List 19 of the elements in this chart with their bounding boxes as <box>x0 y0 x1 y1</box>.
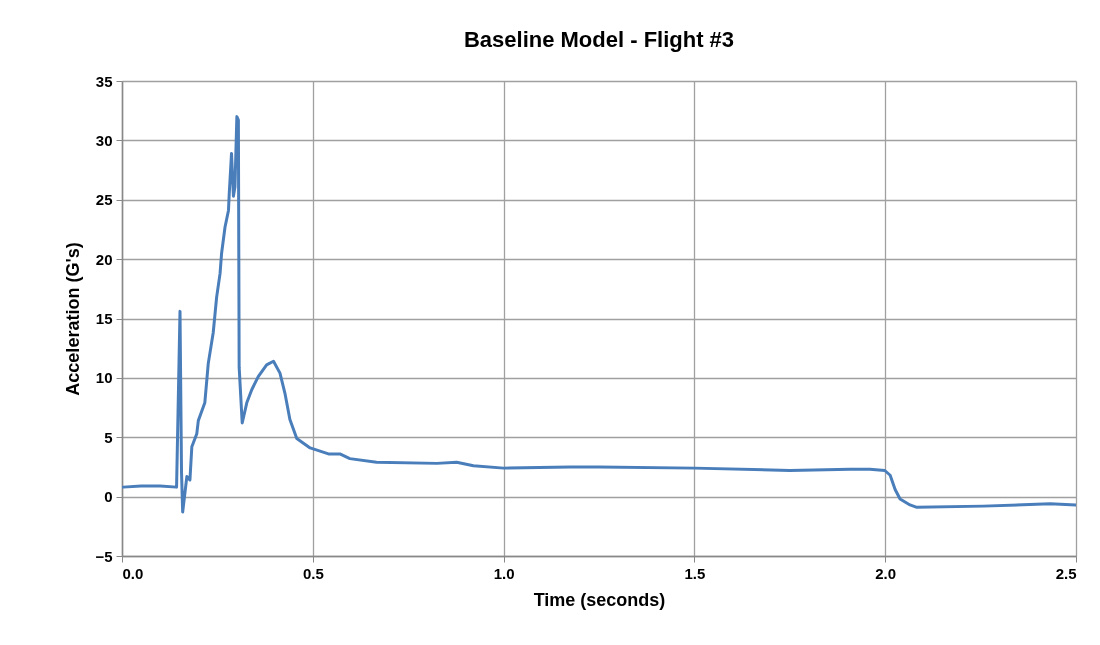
y-tick-label: 30 <box>95 131 113 149</box>
y-tick-label: 25 <box>95 191 113 209</box>
line-series <box>122 115 1076 514</box>
x-tick-label: 2.0 <box>875 564 897 582</box>
y-tick-label: 0 <box>104 488 113 506</box>
x-tick-label: 0.0 <box>122 564 144 582</box>
y-tick-label: 10 <box>95 369 113 387</box>
x-tick-label: 1.5 <box>684 564 706 582</box>
y-tick-label: 35 <box>95 72 113 90</box>
y-tick-label: 20 <box>95 250 113 268</box>
y-axis-title: Acceleration (G's) <box>63 242 84 396</box>
chart-title: Baseline Model - Flight #3 <box>463 27 735 52</box>
x-tick-label: 1.0 <box>493 564 515 582</box>
y-tick-label: 15 <box>95 310 113 327</box>
x-tick-label: 0.5 <box>302 564 324 582</box>
y-tick-label: 5 <box>104 428 113 446</box>
x-tick-label: 2.5 <box>1055 564 1077 582</box>
y-tick-label: −5 <box>95 547 113 565</box>
x-axis-title: Time (seconds) <box>533 589 666 610</box>
